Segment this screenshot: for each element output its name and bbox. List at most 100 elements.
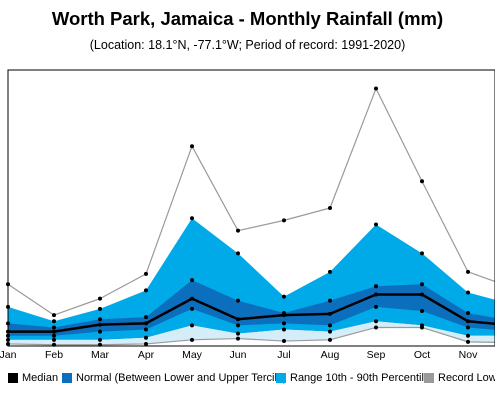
point-p90-jun [236, 251, 240, 256]
point-record-high-nov [466, 269, 470, 274]
legend-swatch-record [424, 373, 434, 383]
point-median-nov [466, 319, 470, 324]
low-band [8, 321, 495, 345]
point-p10-sep [374, 319, 378, 324]
point-p90-may [190, 216, 194, 221]
x-tick-label: Sep [367, 349, 386, 361]
point-record-high-mar [98, 296, 102, 301]
point-median-oct [420, 292, 424, 297]
point-upper-tercile-mar [98, 317, 102, 322]
point-p10-nov [466, 333, 470, 338]
point-median-mar [98, 322, 102, 327]
point-record-high-may [190, 144, 194, 149]
normal-band [8, 280, 495, 336]
x-tick-label: Aug [321, 349, 340, 361]
point-lower-tercile-jul [282, 321, 286, 326]
point-median-feb [52, 329, 56, 334]
median-line [8, 293, 495, 333]
point-p10-jul [282, 327, 286, 332]
point-lower-tercile-sep [374, 304, 378, 309]
point-median-aug [328, 311, 332, 316]
point-median-jul [282, 313, 286, 318]
point-median-sep [374, 292, 378, 297]
point-record-low-jun [236, 336, 240, 341]
point-upper-tercile-aug [328, 298, 332, 303]
chart-title: Worth Park, Jamaica - Monthly Rainfall (… [51, 8, 444, 29]
point-record-high-jul [282, 218, 286, 223]
x-tick-label: Jul [277, 349, 290, 361]
point-upper-tercile-may [190, 278, 194, 283]
legend-label-range: Range 10th - 90th Percentile [290, 372, 431, 384]
point-p90-jul [282, 294, 286, 299]
legend-item-range: Range 10th - 90th Percentile [276, 372, 430, 384]
legend-label-median: Median [22, 372, 59, 384]
point-median-jun [236, 317, 240, 322]
legend-label-record: Record Low/High [438, 372, 495, 384]
range-band [8, 218, 495, 340]
point-record-high-feb [52, 313, 56, 318]
point-record-low-oct [420, 325, 424, 330]
point-p90-feb [52, 319, 56, 324]
point-median-apr [144, 321, 148, 326]
point-p10-mar [98, 337, 102, 342]
legend-item-median: Median [8, 372, 58, 384]
point-lower-tercile-aug [328, 323, 332, 328]
point-lower-tercile-feb [52, 333, 56, 338]
x-tick-label: Oct [414, 349, 430, 361]
legend-swatch-median [8, 373, 18, 383]
point-p10-aug [328, 329, 332, 334]
point-record-low-jul [282, 339, 286, 344]
point-lower-tercile-jun [236, 323, 240, 328]
point-upper-tercile-sep [374, 284, 378, 289]
record-high-line [7, 87, 495, 316]
plot-frame [7, 69, 495, 347]
point-record-high-jun [236, 228, 240, 233]
point-record-high-aug [328, 206, 332, 210]
point-record-low-may [190, 337, 194, 342]
point-lower-tercile-may [190, 306, 194, 311]
chart-subtitle: (Location: 18.1°N, -77.1°W; Period of re… [89, 38, 406, 52]
point-upper-tercile-nov [466, 311, 470, 316]
point-upper-tercile-feb [52, 325, 56, 330]
x-tick-label: Mar [91, 349, 110, 361]
point-lower-tercile-apr [144, 327, 148, 332]
legend-label-normal: Normal (Between Lower and Upper Tercile) [76, 372, 287, 384]
point-lower-tercile-nov [466, 325, 470, 330]
point-p10-feb [52, 337, 56, 342]
legend-swatch-range [276, 373, 286, 383]
point-lower-tercile-mar [98, 329, 102, 334]
point-record-low-aug [328, 337, 332, 342]
x-tick-label: Feb [45, 349, 63, 361]
x-tick-label: Apr [138, 349, 155, 361]
x-tick-label: Nov [459, 349, 478, 361]
point-p90-nov [466, 290, 470, 295]
point-p90-sep [374, 222, 378, 227]
point-record-high-sep [374, 86, 378, 91]
point-record-low-sep [374, 325, 378, 330]
x-tick-label: Jan [0, 349, 17, 361]
record-low-line [7, 326, 495, 346]
point-p10-jun [236, 331, 240, 336]
legend: Median Normal (Between Lower and Upper T… [0, 372, 495, 390]
point-median-may [190, 296, 194, 301]
point-record-low-apr [144, 341, 148, 346]
legend-item-record: Record Low/High [424, 372, 495, 384]
x-tick-label: Jun [230, 349, 247, 361]
point-p90-mar [98, 306, 102, 311]
point-upper-tercile-apr [144, 315, 148, 320]
point-lower-tercile-oct [420, 308, 424, 313]
point-p90-oct [420, 251, 424, 256]
point-record-high-apr [144, 271, 148, 276]
legend-item-normal: Normal (Between Lower and Upper Tercile) [62, 372, 287, 384]
point-p10-apr [144, 335, 148, 340]
point-record-high-oct [420, 179, 424, 184]
x-tick-label: May [182, 349, 203, 361]
point-p90-aug [328, 269, 332, 274]
point-p90-apr [144, 288, 148, 293]
legend-swatch-normal [62, 373, 72, 383]
point-upper-tercile-jun [236, 298, 240, 303]
point-upper-tercile-oct [420, 282, 424, 287]
point-p10-may [190, 323, 194, 328]
point-record-low-nov [466, 339, 470, 344]
